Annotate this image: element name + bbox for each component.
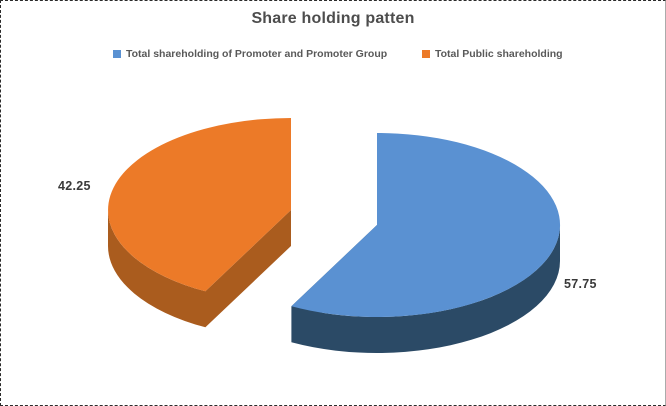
public-value-label: 42.25 — [58, 179, 91, 193]
promoter-slice-top — [291, 133, 561, 317]
legend-item-promoter: Total shareholding of Promoter and Promo… — [113, 48, 387, 60]
public-legend-label: Total Public shareholding — [435, 48, 563, 60]
public-slice-top — [108, 118, 291, 292]
public-legend-swatch — [422, 50, 430, 58]
chart-title: Share holding patten — [251, 10, 415, 27]
promoter-value-label: 57.75 — [564, 277, 597, 291]
legend-item-public: Total Public shareholding — [422, 48, 563, 60]
promoter-legend-label: Total shareholding of Promoter and Promo… — [126, 48, 388, 60]
legend: Total shareholding of Promoter and Promo… — [1, 46, 665, 64]
promoter-legend-swatch — [113, 50, 121, 58]
public-slice-side — [108, 210, 291, 328]
